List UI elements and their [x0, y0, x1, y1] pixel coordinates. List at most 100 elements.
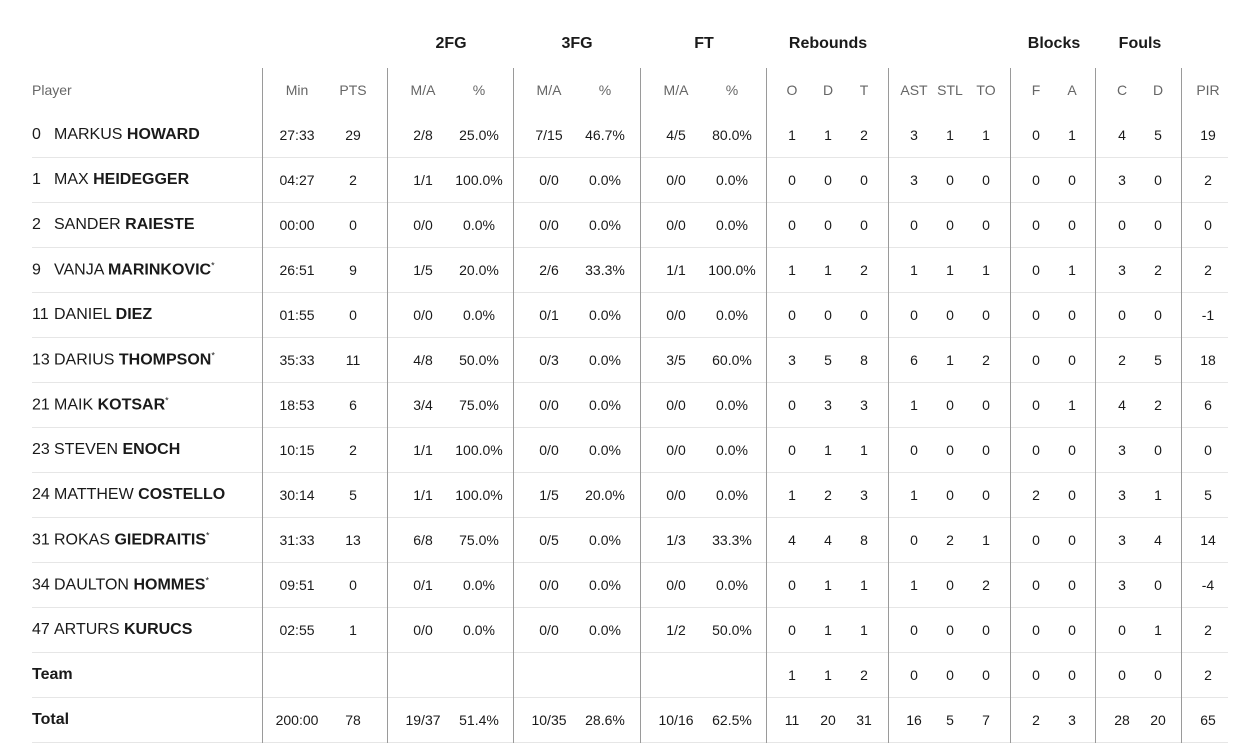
stat-cell: 0: [824, 307, 832, 323]
stat-cell: 5: [946, 712, 954, 728]
stat-cell: 0: [1118, 667, 1126, 683]
stat-cell: 2: [349, 172, 357, 188]
last-name: THOMPSON: [118, 351, 212, 369]
column-divider: [766, 68, 767, 743]
stat-cell: 0: [1032, 262, 1040, 278]
stat-cell: 46.7%: [585, 127, 625, 143]
stat-cell: 0/0: [539, 217, 559, 233]
stat-cell: 3/5: [666, 352, 686, 368]
stat-cell: 50.0%: [712, 622, 752, 638]
stat-cell: 1: [824, 262, 832, 278]
stat-cell: 3: [1118, 262, 1126, 278]
stat-cell: 0: [1032, 532, 1040, 548]
stat-cell: 0: [1118, 307, 1126, 323]
stat-cell: 11: [345, 352, 361, 368]
stat-cell: 1: [824, 127, 832, 143]
stat-cell: 0: [910, 667, 918, 683]
stat-cell: 65: [1200, 712, 1216, 728]
last-name: HEIDEGGER: [93, 171, 190, 188]
stat-cell: 3: [1118, 442, 1126, 458]
column-divider: [262, 68, 263, 743]
column-header: STL: [937, 82, 963, 98]
stat-cell: 2: [860, 127, 868, 143]
group-header: Rebounds: [788, 35, 868, 52]
player-cell: 2 SANDER RAIESTE: [32, 216, 194, 234]
stat-cell: 31:33: [279, 532, 315, 548]
stat-cell: 0: [946, 622, 954, 638]
stat-cell: 3: [788, 352, 796, 368]
stat-cell: 0: [1032, 442, 1040, 458]
stat-cell: 33.3%: [585, 262, 625, 278]
stat-cell: 3: [910, 127, 918, 143]
stat-cell: 0: [860, 307, 868, 323]
stat-cell: 0.0%: [589, 397, 621, 413]
column-header: PTS: [339, 82, 367, 98]
stat-cell: 0: [982, 217, 990, 233]
stat-cell: 1/5: [413, 262, 433, 278]
player-cell: 13 DARIUS THOMPSON*: [32, 350, 215, 369]
player-number: 1: [32, 171, 41, 188]
stat-cell: 6/8: [413, 532, 433, 548]
stat-cell: 0: [1032, 667, 1040, 683]
stat-cell: 3: [860, 487, 868, 503]
first-name: DAULTON: [54, 576, 129, 594]
column-header: M/A: [536, 82, 562, 98]
stat-cell: 0: [1068, 667, 1076, 683]
stat-cell: 28.6%: [585, 712, 625, 728]
stat-cell: 0: [946, 172, 954, 188]
stat-cell: 0/0: [539, 577, 559, 593]
stat-cell: 0/0: [666, 577, 686, 593]
stat-cell: 5: [824, 352, 832, 368]
stat-cell: 0: [788, 397, 796, 413]
stat-cell: 0: [824, 217, 832, 233]
stat-cell: -4: [1201, 577, 1215, 593]
column-header: C: [1116, 82, 1128, 98]
stat-cell: 0: [349, 577, 357, 593]
stat-cell: 10/16: [658, 712, 694, 728]
column-divider: [1095, 68, 1096, 743]
stat-cell: 0: [1068, 622, 1076, 638]
starter-mark: *: [165, 395, 169, 406]
stat-cell: 16: [906, 712, 922, 728]
stat-cell: 18:53: [279, 397, 315, 413]
stat-cell: 30:14: [279, 487, 315, 503]
stat-cell: 0: [982, 307, 990, 323]
last-name: MARINKOVIC: [107, 261, 212, 279]
stat-cell: 2: [1204, 262, 1212, 278]
row-divider: [32, 292, 1228, 293]
column-divider: [888, 68, 889, 743]
stat-cell: 0: [1118, 622, 1126, 638]
stat-cell: 02:55: [279, 622, 315, 638]
stat-cell: 0/0: [539, 442, 559, 458]
column-header: D: [822, 82, 834, 98]
stat-cell: 0: [982, 397, 990, 413]
stat-cell: 51.4%: [459, 712, 499, 728]
stat-cell: 0: [1068, 352, 1076, 368]
stat-cell: 2: [946, 532, 954, 548]
stat-cell: 3: [1118, 487, 1126, 503]
stat-cell: 60.0%: [712, 352, 752, 368]
stat-cell: -1: [1201, 307, 1215, 323]
first-name: DANIEL: [54, 306, 112, 323]
stat-cell: 2: [1032, 712, 1040, 728]
stat-cell: 2/6: [539, 262, 559, 278]
column-header: Min: [285, 82, 309, 98]
stat-cell: 0.0%: [589, 622, 621, 638]
stat-cell: 1/1: [413, 487, 433, 503]
row-divider: [32, 517, 1228, 518]
stat-cell: 0: [1204, 442, 1212, 458]
stat-cell: 0: [910, 217, 918, 233]
first-name: MAX: [54, 171, 89, 188]
row-divider: [32, 202, 1228, 203]
stat-cell: 1/3: [666, 532, 686, 548]
stat-cell: 3: [1068, 712, 1076, 728]
stat-cell: 0: [1032, 352, 1040, 368]
player-cell: 21 MAIK KOTSAR*: [32, 395, 169, 414]
stat-cell: 2: [1118, 352, 1126, 368]
stat-cell: 1: [982, 532, 990, 548]
stat-cell: 1: [824, 442, 832, 458]
starter-mark: *: [206, 530, 210, 541]
last-name: HOWARD: [126, 126, 200, 143]
stat-cell: 18: [1200, 352, 1216, 368]
stat-cell: 1/2: [666, 622, 686, 638]
